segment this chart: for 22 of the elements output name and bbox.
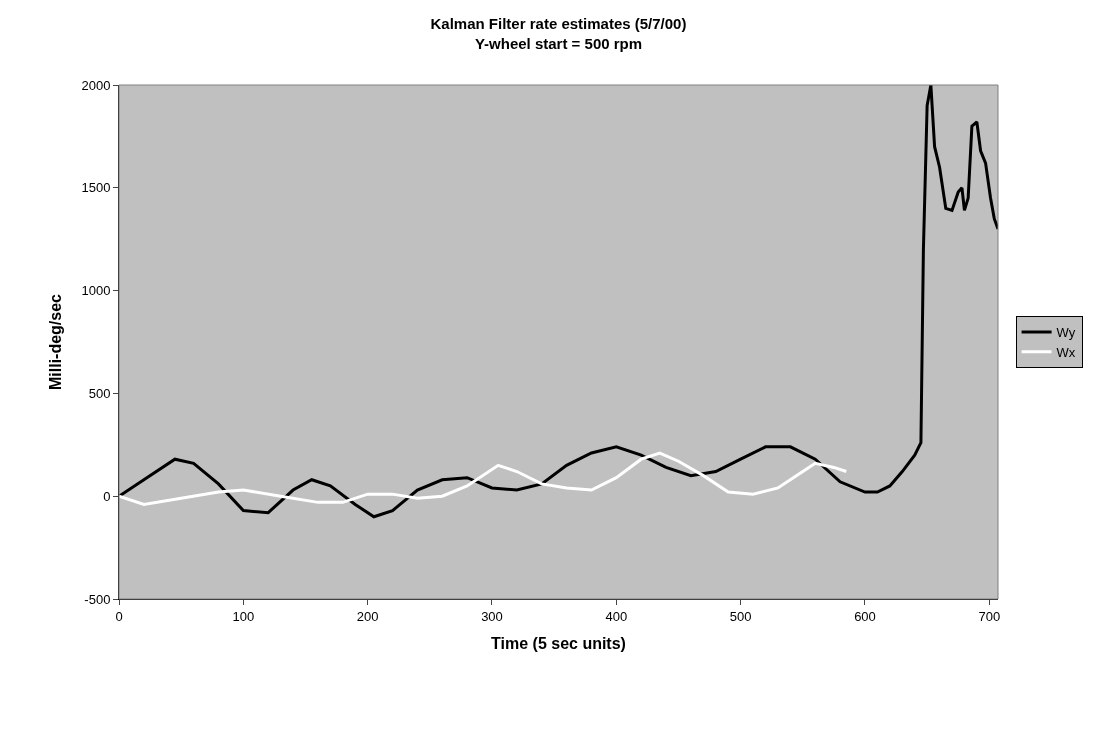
y-tick-label: 0: [103, 488, 111, 504]
legend-label: Wx: [1056, 344, 1076, 360]
y-axis-title: Milli-deg/sec: [47, 293, 65, 391]
x-tick-label: 200: [356, 608, 379, 624]
x-tick-label: 100: [232, 608, 255, 624]
x-tick-label: 400: [605, 608, 628, 624]
x-axis-title: Time (5 sec units): [491, 635, 626, 653]
y-tick-label: 1000: [81, 283, 111, 299]
y-tick-label: 2000: [81, 77, 111, 93]
y-tick-label: -500: [84, 591, 111, 607]
y-tick-label: 1500: [81, 180, 111, 196]
line-series: [119, 85, 998, 519]
x-tick-label: 0: [115, 608, 123, 624]
x-tick-label: 500: [729, 608, 752, 624]
x-tick-label: 700: [978, 608, 1001, 624]
x-tick-label: 600: [854, 608, 876, 624]
legend-label: Wy: [1056, 325, 1076, 341]
chart-subtitle: Y-wheel start = 500 rpm: [474, 34, 643, 52]
y-tick-label: 500: [88, 385, 111, 401]
chart-title: Kalman Filter rate estimates (5/7/00): [430, 15, 687, 33]
line-series: [119, 451, 848, 506]
x-tick-label: 300: [481, 608, 503, 624]
